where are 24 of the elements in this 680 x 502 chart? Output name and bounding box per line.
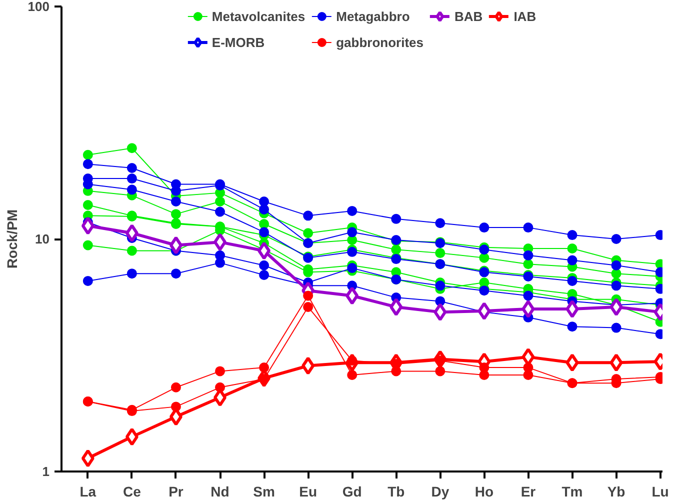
x-tick-label: Gd [342,484,362,500]
y-tick-label: 100 [28,0,50,14]
x-tick-label: La [80,484,96,500]
legend-label: Metagabbro [336,8,410,24]
legend-label: Metavolcanites [212,8,306,24]
x-tick-label: Ce [123,484,142,500]
x-tick-label: Tb [388,484,405,500]
x-tick-label: Eu [299,484,318,500]
x-tick-label: Tm [562,484,583,500]
y-axis-title: Rock/PM [4,209,20,269]
legend-label: BAB [454,8,483,24]
x-tick-label: Er [520,484,536,500]
legend-label: gabbronorites [336,34,424,50]
x-tick-label: Yb [607,484,626,500]
x-tick-label: Nd [210,484,230,500]
legend-label: E-MORB [212,34,265,50]
y-tick-label: 10 [35,232,50,246]
x-tick-label: Dy [431,484,450,500]
x-tick-label: Pr [168,484,184,500]
x-tick-label: Sm [253,484,275,500]
legend-label: IAB [514,8,536,24]
x-tick-label: Lu [652,484,669,500]
x-tick-label: Ho [474,484,494,500]
y-tick-label: 1 [42,464,50,479]
